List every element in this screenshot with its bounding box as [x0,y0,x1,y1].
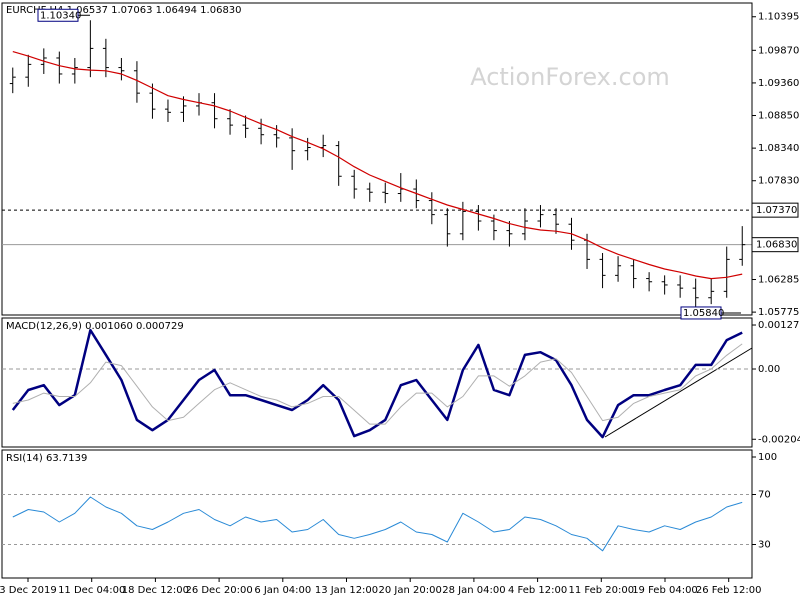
y-tick-label: 1.09870 [758,45,799,56]
annotation-label: 1.10340 [40,10,81,21]
series-line [12,343,743,425]
x-tick-label: 26 Feb 12:00 [696,585,762,596]
y-tick-label: 1.06285 [758,275,799,286]
y-tick-label: 1.09360 [758,78,799,89]
y-tick-label: 1.08850 [758,111,799,122]
x-tick-label: 6 Jan 04:00 [254,585,311,596]
series-line [12,496,743,552]
y-tick-label: 1.10395 [758,12,799,23]
x-tick-label: 4 Feb 12:00 [508,585,567,596]
y-tick-label: 1.08340 [758,143,799,154]
annotation-label: 1.05840 [683,308,724,319]
y-tick-label: 30 [758,540,771,551]
watermark: ActionForex.com [470,63,670,91]
x-tick-label: 11 Feb 20:00 [568,585,634,596]
price-pane [1,2,753,316]
y-tick-label: 1.05775 [758,307,799,318]
x-tick-label: 11 Dec 04:00 [58,585,125,596]
macd-pane [1,317,753,448]
x-tick-label: 3 Dec 2019 [0,585,57,596]
y-tick-label: 0.001279 [758,320,800,331]
price-label: 1.07370 [756,205,797,216]
y-tick-label: 70 [758,490,771,501]
x-tick-label: 20 Jan 20:00 [379,585,442,596]
macd-trendline [604,347,753,438]
annotation-box [680,306,722,320]
y-tick-label: -0.002042 [758,434,800,445]
price-label-box [751,237,799,253]
annotation-box [37,8,79,22]
y-tick-label: 0.00 [758,364,780,375]
price-title: EURCHF,H4 1.06537 1.07063 1.06494 1.0683… [6,5,242,16]
x-tick-label: 13 Jan 12:00 [315,585,378,596]
x-tick-label: 19 Feb 04:00 [632,585,698,596]
x-tick-label: 18 Dec 12:00 [122,585,189,596]
price-label-box [751,202,799,218]
y-tick-label: 100 [758,452,777,463]
series-line [11,328,743,439]
rsi-pane [1,449,753,579]
x-tick-label: 26 Dec 20:00 [185,585,252,596]
macd-title: MACD(12,26,9) 0.001060 0.000729 [6,321,184,332]
rsi-title: RSI(14) 63.7139 [6,453,87,464]
series-line [12,51,743,280]
y-tick-label: 1.07830 [758,176,799,187]
x-tick-label: 28 Jan 04:00 [442,585,505,596]
price-label: 1.06830 [756,240,797,251]
